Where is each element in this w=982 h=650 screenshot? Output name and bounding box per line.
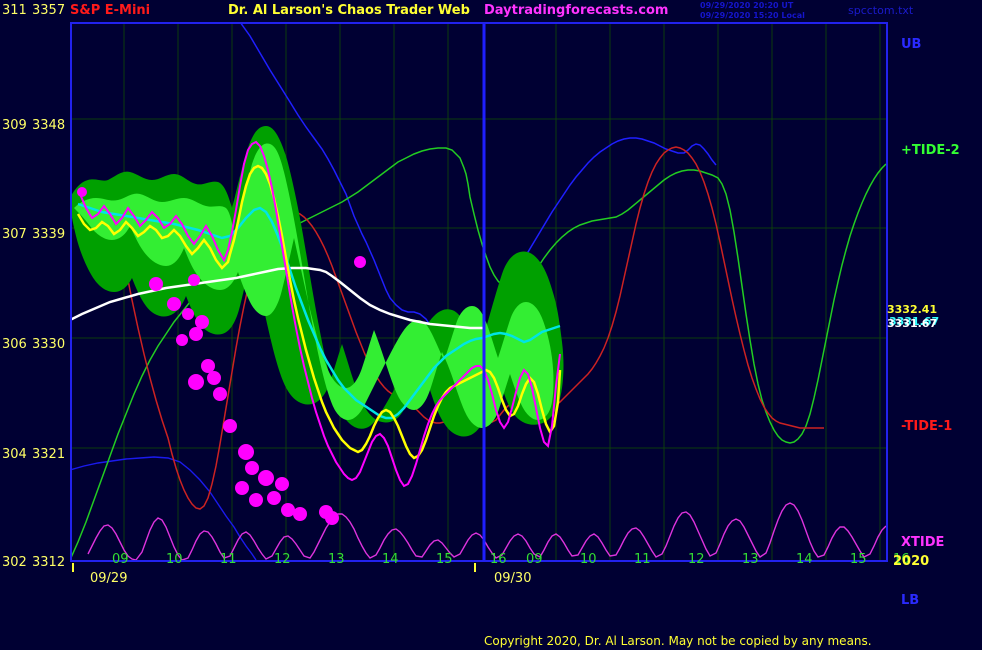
copyright-notice: Copyright 2020, Dr. Al Larson. May not b…	[484, 634, 872, 648]
price-readout-yellow: 3332.41	[887, 303, 938, 316]
y-axis-secondary-3339: 3339	[32, 227, 66, 242]
timestamp-local: 09/29/2020 15:20 Local	[700, 11, 805, 20]
x-hour-d1-14: 14	[382, 552, 399, 567]
legend-lb: LB	[901, 593, 920, 608]
lb-curve	[70, 456, 257, 561]
x-hour-d2-11: 11	[634, 552, 651, 567]
x-hour-d1-15: 15	[436, 552, 453, 567]
x-hour-d2-12: 12	[688, 552, 705, 567]
site-link[interactable]: Daytradingforecasts.com	[484, 3, 669, 18]
x-date-label-2: 09/30	[494, 571, 532, 586]
day1-tick	[72, 563, 74, 572]
xtide-curve	[87, 502, 887, 561]
y-axis-primary-302: 302	[2, 555, 27, 570]
y-axis-secondary-3348: 3348	[32, 118, 66, 133]
y-axis-primary-311: 311	[2, 3, 27, 18]
y-axis-secondary-3321: 3321	[32, 447, 66, 462]
price-cloud	[70, 126, 564, 437]
x-hour-d1-12: 12	[274, 552, 291, 567]
x-hour-d1-09: 09	[112, 552, 129, 567]
page-title: Dr. Al Larson's Chaos Trader Web	[228, 3, 470, 18]
y-axis-primary-307: 307	[2, 227, 27, 242]
grid-lines	[70, 22, 888, 562]
x-hour-d2-16: 16	[893, 552, 910, 567]
symbol-label: S&P E-Mini	[70, 3, 151, 18]
filename-label: spcctom.txt	[848, 4, 914, 17]
chart-plot-area[interactable]	[70, 22, 888, 562]
timestamp-ut: 09/29/2020 20:20 UT	[700, 1, 794, 10]
day2-tick	[474, 563, 476, 572]
trend-ma-white	[70, 266, 484, 330]
x-hour-d2-10: 10	[580, 552, 597, 567]
y-axis-primary-306: 306	[2, 337, 27, 352]
legend-tide1: -TIDE-1	[901, 419, 953, 434]
legend-year: 2020	[893, 554, 930, 569]
x-hour-d2-09: 09	[526, 552, 543, 567]
x-hour-d1-16: 16	[490, 552, 507, 567]
x-hour-d1-13: 13	[328, 552, 345, 567]
fast-ma-yellow	[76, 164, 562, 460]
y-axis-secondary-3357: 3357	[32, 3, 66, 18]
y-axis-secondary-3312: 3312	[32, 555, 66, 570]
chart-svg	[70, 22, 888, 562]
plot-border	[70, 22, 888, 562]
signal-dots	[77, 187, 366, 525]
price-readout-cyan: 3331.67	[889, 315, 940, 328]
y-axis-primary-304: 304	[2, 447, 27, 462]
price-readout-white: 3331.67	[887, 317, 938, 330]
legend-xtide: XTIDE	[901, 535, 945, 550]
price-line-magenta	[79, 140, 561, 488]
y-axis-primary-309: 309	[2, 118, 27, 133]
x-hour-d1-11: 11	[220, 552, 237, 567]
x-hour-d2-13: 13	[742, 552, 759, 567]
x-hour-d2-15: 15	[850, 552, 867, 567]
legend-tide2: +TIDE-2	[901, 143, 960, 158]
x-date-label-1: 09/29	[90, 571, 128, 586]
legend-ub: UB	[901, 37, 922, 52]
x-hour-d2-14: 14	[796, 552, 813, 567]
x-hour-d1-10: 10	[166, 552, 183, 567]
y-axis-secondary-3330: 3330	[32, 337, 66, 352]
